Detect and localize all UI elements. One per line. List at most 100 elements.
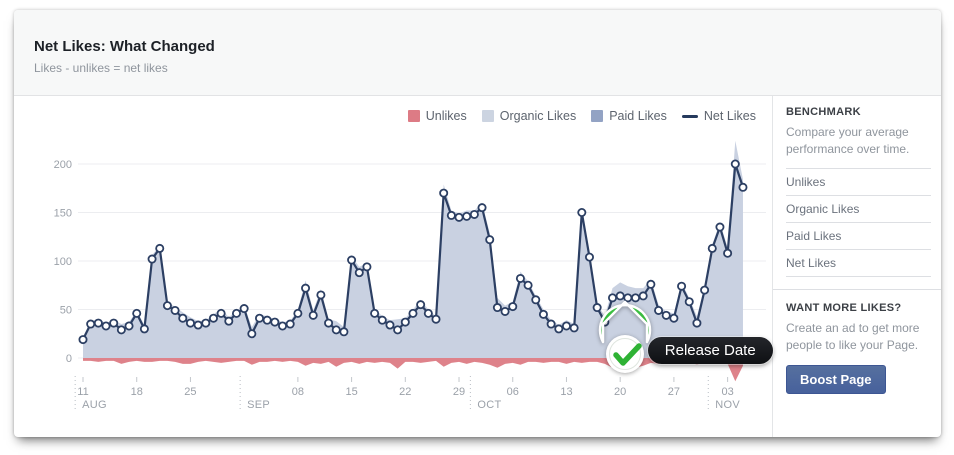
data-point-marker bbox=[646, 279, 656, 289]
boost-page-button[interactable]: Boost Page bbox=[786, 365, 886, 394]
month-label: OCT bbox=[477, 399, 501, 411]
data-point-marker bbox=[255, 313, 265, 323]
data-point-marker bbox=[408, 308, 418, 318]
benchmark-item-unlikes[interactable]: Unlikes bbox=[786, 168, 931, 196]
x-axis-label: 08 bbox=[292, 386, 304, 398]
data-point-marker bbox=[116, 325, 126, 335]
chart-panel: Unlikes Organic Likes Paid Likes Net Likes … bbox=[14, 96, 773, 437]
data-point-marker bbox=[101, 321, 111, 331]
release-date-pin-icon bbox=[598, 300, 652, 373]
data-point-marker bbox=[431, 314, 441, 324]
data-point-marker bbox=[155, 243, 165, 253]
data-point-marker bbox=[592, 303, 602, 313]
legend-item-organic-likes[interactable]: Organic Likes bbox=[481, 109, 577, 123]
data-point-marker bbox=[354, 268, 364, 278]
x-axis-label: 27 bbox=[668, 386, 680, 398]
data-point-marker bbox=[439, 188, 449, 198]
data-point-marker bbox=[508, 302, 518, 312]
data-point-marker bbox=[462, 211, 472, 221]
promo-description: Create an ad to get more people to like … bbox=[786, 321, 920, 352]
x-axis-label: 15 bbox=[345, 386, 357, 398]
data-point-marker bbox=[485, 235, 495, 245]
data-point-marker bbox=[201, 318, 211, 328]
data-point-marker bbox=[469, 209, 479, 219]
data-point-marker bbox=[170, 305, 180, 315]
data-point-marker bbox=[700, 285, 710, 295]
data-point-marker bbox=[377, 315, 387, 325]
benchmark-item-organic-likes[interactable]: Organic Likes bbox=[786, 196, 931, 223]
data-point-marker bbox=[707, 243, 717, 253]
legend-item-paid-likes[interactable]: Paid Likes bbox=[591, 109, 667, 123]
data-point-marker bbox=[147, 254, 157, 264]
data-point-marker bbox=[684, 297, 694, 307]
legend-item-unlikes[interactable]: Unlikes bbox=[407, 109, 467, 123]
data-point-marker bbox=[385, 320, 395, 330]
x-axis-label: 22 bbox=[399, 386, 411, 398]
data-point-marker bbox=[347, 255, 357, 265]
data-point-marker bbox=[193, 320, 203, 330]
data-point-marker bbox=[278, 321, 288, 331]
data-point-marker bbox=[608, 293, 618, 303]
data-point-marker bbox=[669, 313, 679, 323]
data-point-marker bbox=[400, 317, 410, 327]
data-point-marker bbox=[124, 321, 134, 331]
data-point-marker bbox=[324, 318, 334, 328]
data-point-marker bbox=[477, 203, 487, 213]
data-point-marker bbox=[723, 248, 733, 258]
promo-heading: WANT MORE LIKES? bbox=[786, 302, 902, 314]
release-date-tooltip: Release Date bbox=[647, 337, 773, 364]
data-point-marker bbox=[78, 335, 88, 345]
x-axis-label: 13 bbox=[560, 386, 572, 398]
x-axis-label: 25 bbox=[184, 386, 196, 398]
release-date-label: Release Date bbox=[664, 342, 756, 359]
legend-label: Net Likes bbox=[703, 109, 756, 123]
color-swatch-icon bbox=[407, 110, 420, 122]
page-subtitle: Likes - unlikes = net likes bbox=[34, 61, 168, 75]
data-point-marker bbox=[677, 281, 687, 291]
data-point-marker bbox=[270, 317, 280, 327]
data-point-marker bbox=[178, 313, 188, 323]
y-axis-label: 100 bbox=[54, 256, 72, 268]
data-point-marker bbox=[393, 325, 403, 335]
net-likes-chart: 0 50 100 150 200 11 18 25 08 15 22 29 06 13 20 27 03 AUG S… bbox=[54, 140, 766, 411]
data-point-marker bbox=[224, 316, 234, 326]
benchmark-item-paid-likes[interactable]: Paid Likes bbox=[786, 223, 931, 250]
data-point-marker bbox=[293, 308, 303, 318]
data-point-marker bbox=[454, 212, 464, 222]
legend-label: Unlikes bbox=[425, 109, 467, 123]
likes-area bbox=[83, 140, 743, 358]
data-point-marker bbox=[185, 318, 195, 328]
data-point-marker bbox=[239, 304, 249, 314]
data-point-marker bbox=[216, 308, 226, 318]
x-axis-label: 06 bbox=[507, 386, 519, 398]
x-axis-label: 03 bbox=[721, 386, 733, 398]
color-swatch-icon bbox=[591, 110, 604, 122]
legend-label: Organic Likes bbox=[499, 109, 577, 123]
data-point-marker bbox=[109, 318, 119, 328]
data-point-marker bbox=[331, 325, 341, 335]
data-point-marker bbox=[492, 303, 502, 313]
legend-item-net-likes[interactable]: Net Likes bbox=[681, 109, 756, 123]
data-point-marker bbox=[208, 313, 218, 323]
data-point-marker bbox=[285, 319, 295, 329]
data-point-marker bbox=[132, 308, 142, 318]
data-point-marker bbox=[531, 295, 541, 305]
data-point-marker bbox=[569, 323, 579, 333]
data-point-marker bbox=[423, 308, 433, 318]
x-axis-label: 20 bbox=[614, 386, 626, 398]
data-point-marker bbox=[715, 222, 725, 232]
data-point-marker bbox=[93, 318, 103, 328]
chart-legend: Unlikes Organic Likes Paid Likes Net Likes bbox=[407, 109, 756, 123]
data-point-marker bbox=[416, 300, 426, 310]
data-point-marker bbox=[446, 210, 456, 220]
net-likes-card: Net Likes: What Changed Likes - unlikes … bbox=[14, 10, 941, 437]
card-header: Net Likes: What Changed Likes - unlikes … bbox=[14, 10, 941, 96]
color-swatch-icon bbox=[481, 110, 494, 122]
data-point-marker bbox=[162, 301, 172, 311]
x-axis-label: 29 bbox=[453, 386, 465, 398]
benchmark-item-net-likes[interactable]: Net Likes bbox=[786, 250, 931, 277]
data-point-marker bbox=[661, 310, 671, 320]
y-axis-label: 200 bbox=[54, 159, 72, 171]
data-point-marker bbox=[231, 308, 241, 318]
page-title: Net Likes: What Changed bbox=[34, 38, 215, 55]
